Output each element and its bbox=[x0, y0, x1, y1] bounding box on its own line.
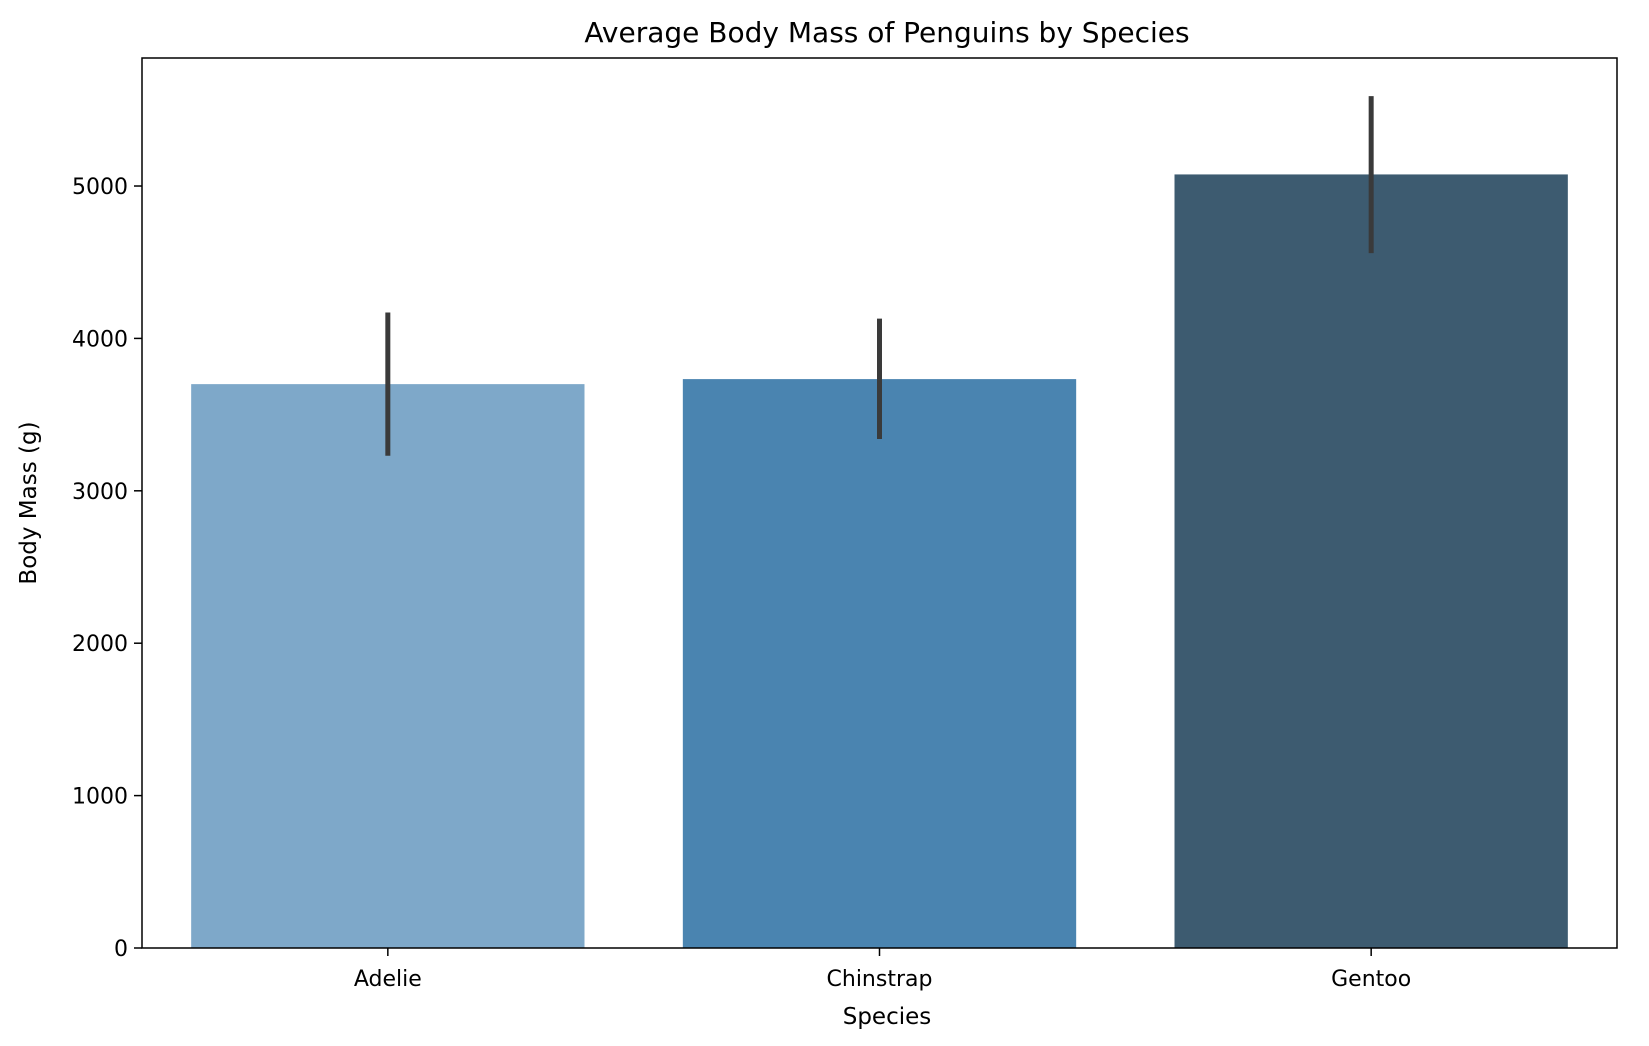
y-tick-label: 0 bbox=[114, 937, 128, 962]
bar-chinstrap bbox=[682, 379, 1077, 948]
x-tick-label: Chinstrap bbox=[827, 967, 933, 992]
bar-gentoo bbox=[1174, 174, 1568, 948]
y-tick-label: 1000 bbox=[72, 785, 128, 810]
x-axis-label: Species bbox=[843, 1004, 932, 1030]
y-tick-label: 4000 bbox=[72, 327, 128, 352]
bar-adelie bbox=[191, 384, 585, 948]
y-tick-label: 2000 bbox=[72, 632, 128, 657]
chart-title: Average Body Mass of Penguins by Species bbox=[584, 16, 1189, 49]
y-axis-label: Body Mass (g) bbox=[16, 421, 42, 584]
y-axis: 0 1000 2000 3000 4000 5000 bbox=[72, 175, 142, 962]
x-axis: Adelie Chinstrap Gentoo bbox=[354, 948, 1411, 992]
plot-area bbox=[191, 96, 1568, 948]
y-tick-label: 3000 bbox=[72, 480, 128, 505]
y-tick-label: 5000 bbox=[72, 175, 128, 200]
x-tick-label: Gentoo bbox=[1331, 967, 1411, 992]
x-tick-label: Adelie bbox=[354, 967, 422, 992]
